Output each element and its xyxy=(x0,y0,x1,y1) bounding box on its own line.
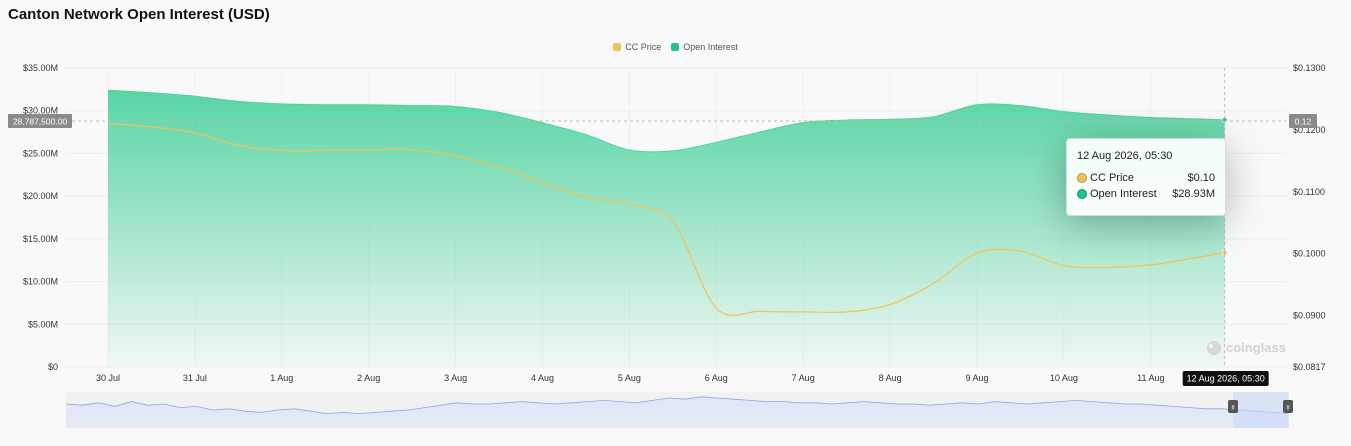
y-right-tick-label: $0.1000 xyxy=(1293,249,1326,259)
y-right-tick-label: $0.0900 xyxy=(1293,311,1326,321)
crosshair-x-label-bg xyxy=(1182,371,1269,386)
legend-item-open-interest[interactable]: Open Interest xyxy=(671,42,738,52)
crosshair-x-label: 12 Aug 2026, 05:30 xyxy=(1187,374,1265,384)
legend-item-cc-price[interactable]: CC Price xyxy=(613,42,661,52)
y-left-tick-label: $0 xyxy=(48,362,58,372)
tooltip-label-cc-price: CC Price xyxy=(1090,172,1135,184)
x-tick-label: 8 Aug xyxy=(879,373,902,383)
navigator-area xyxy=(66,396,1288,428)
x-tick-label: 31 Jul xyxy=(183,373,207,383)
x-tick-label: 30 Jul xyxy=(96,373,120,383)
x-tick-label: 1 Aug xyxy=(270,373,293,383)
y-right-tick-label: $0.0817 xyxy=(1293,362,1326,372)
y-right-tick-label: $0.1200 xyxy=(1293,125,1326,135)
x-tick-label: 6 Aug xyxy=(705,373,728,383)
series-area-open-interest xyxy=(108,90,1225,367)
y-left-tick-label: $20.00M xyxy=(23,191,58,201)
y-right-tick-label: $0.1100 xyxy=(1293,187,1325,197)
crosshair-left-label-bg xyxy=(8,114,72,128)
navigator-handle-right[interactable] xyxy=(1283,400,1293,413)
x-tick-label: 9 Aug xyxy=(965,373,988,383)
navigator-handle-right-grip: II xyxy=(1286,406,1290,412)
x-tick-label: 3 Aug xyxy=(444,373,467,383)
tooltip-row-cc-price: CC Price $0.10 xyxy=(1077,172,1215,184)
x-tick-label: 4 Aug xyxy=(531,373,554,383)
y-left-tick-label: $30.00M xyxy=(23,106,58,116)
y-left-tick-label: $5.00M xyxy=(28,319,58,329)
legend-label-open-interest: Open Interest xyxy=(683,42,738,52)
tooltip-title: 12 Aug 2026, 05:30 xyxy=(1077,150,1173,162)
watermark-text: coinglass xyxy=(1226,340,1286,355)
y-right-tick-label: $0.1300 xyxy=(1293,63,1326,73)
navigator-line xyxy=(65,396,1289,415)
chart-title: Canton Network Open Interest (USD) xyxy=(8,6,270,23)
tooltip: 12 Aug 2026, 05:30 CC Price $0.10 Open I… xyxy=(1066,138,1226,216)
crosshair-right-label-bg xyxy=(1289,114,1317,128)
crosshair-right-label: 0.12 xyxy=(1295,117,1312,127)
tooltip-value-open-interest: $28.93M xyxy=(1172,188,1215,200)
y-left-tick-label: $35.00M xyxy=(23,63,58,73)
y-left-tick-label: $15.00M xyxy=(23,234,58,244)
legend: CC Price Open Interest xyxy=(0,42,1351,52)
y-left-tick-label: $25.00M xyxy=(23,148,58,158)
y-left-tick-label: $10.00M xyxy=(23,277,58,287)
tooltip-row-open-interest: Open Interest $28.93M xyxy=(1077,188,1215,200)
navigator-selection xyxy=(1233,392,1289,428)
legend-swatch-cc-price xyxy=(613,43,622,51)
tooltip-dot-cc-price xyxy=(1077,173,1087,183)
tooltip-dot-open-interest xyxy=(1077,189,1087,199)
x-tick-label: 11 Aug xyxy=(1137,373,1164,383)
navigator-handle-left-grip: II xyxy=(1231,406,1235,412)
crosshair-left-label: 28,787,500.00 xyxy=(13,117,68,127)
series-line-open-interest xyxy=(107,89,1225,153)
navigator-handle-left[interactable] xyxy=(1228,400,1238,413)
legend-swatch-open-interest xyxy=(671,43,680,51)
x-tick-label: 7 Aug xyxy=(792,373,815,383)
x-tick-label: 5 Aug xyxy=(618,373,641,383)
x-tick-label: 10 Aug xyxy=(1050,373,1078,383)
legend-label-cc-price: CC Price xyxy=(625,42,662,52)
coinglass-logo xyxy=(1207,341,1221,355)
tooltip-label-open-interest: Open Interest xyxy=(1090,188,1157,200)
x-tick-label: 2 Aug xyxy=(357,373,380,383)
tooltip-value-cc-price: $0.10 xyxy=(1187,172,1215,184)
series-line-cc-price xyxy=(107,123,1225,317)
